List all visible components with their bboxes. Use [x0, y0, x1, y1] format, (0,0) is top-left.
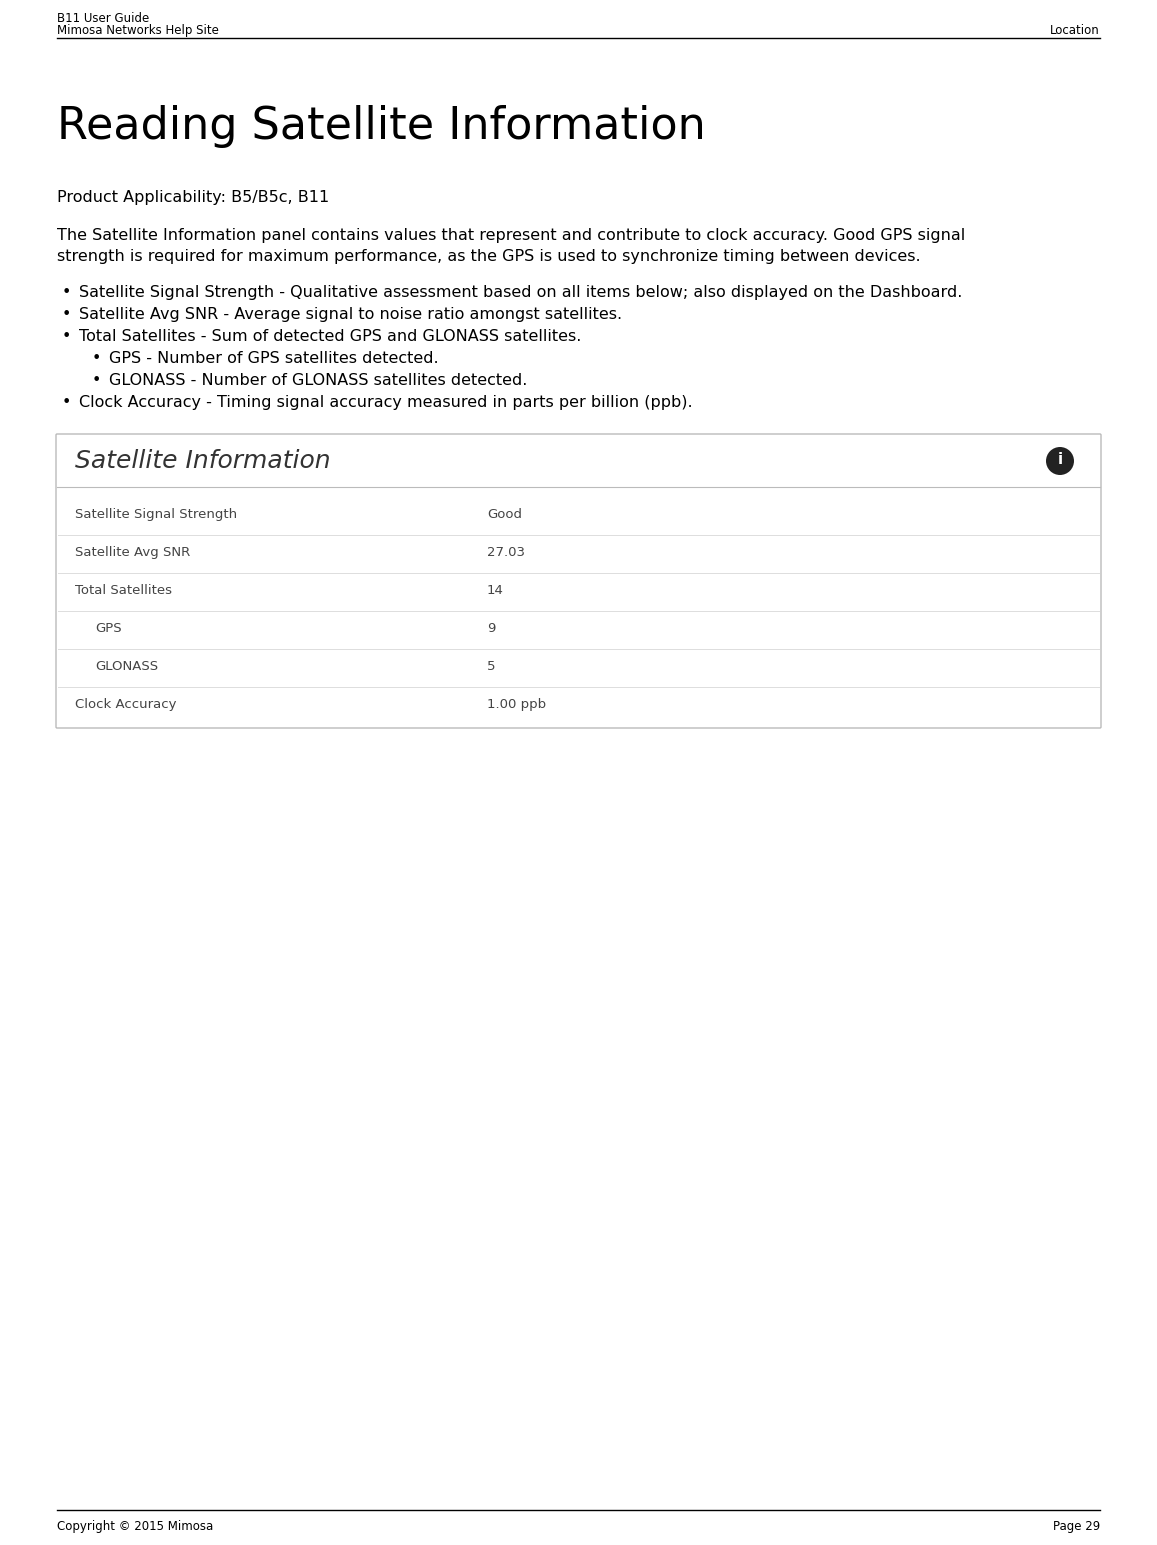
Text: Satellite Avg SNR: Satellite Avg SNR: [75, 547, 190, 559]
Text: Product Applicability: B5/B5c, B11: Product Applicability: B5/B5c, B11: [57, 190, 330, 205]
Circle shape: [1046, 447, 1074, 474]
Text: 9: 9: [487, 623, 495, 635]
Text: Total Satellites - Sum of detected GPS and GLONASS satellites.: Total Satellites - Sum of detected GPS a…: [79, 329, 581, 345]
Text: GLONASS - Number of GLONASS satellites detected.: GLONASS - Number of GLONASS satellites d…: [109, 372, 528, 388]
Text: •: •: [93, 372, 102, 388]
Text: •: •: [62, 396, 72, 409]
Text: Clock Accuracy: Clock Accuracy: [75, 698, 177, 711]
Text: •: •: [93, 351, 102, 366]
Text: Mimosa Networks Help Site: Mimosa Networks Help Site: [57, 25, 219, 37]
Text: 1.00 ppb: 1.00 ppb: [487, 698, 546, 711]
Text: Clock Accuracy - Timing signal accuracy measured in parts per billion (ppb).: Clock Accuracy - Timing signal accuracy …: [79, 396, 693, 409]
Text: Page 29: Page 29: [1053, 1520, 1100, 1533]
Text: The Satellite Information panel contains values that represent and contribute to: The Satellite Information panel contains…: [57, 229, 965, 243]
Text: Location: Location: [1051, 25, 1100, 37]
Text: Good: Good: [487, 508, 522, 521]
Text: •: •: [62, 329, 72, 345]
Text: Satellite Signal Strength: Satellite Signal Strength: [75, 508, 237, 521]
Text: Total Satellites: Total Satellites: [75, 584, 172, 598]
Text: B11 User Guide: B11 User Guide: [57, 12, 149, 25]
FancyBboxPatch shape: [56, 434, 1101, 728]
Text: GLONASS: GLONASS: [95, 660, 159, 674]
Text: 27.03: 27.03: [487, 547, 525, 559]
Text: 14: 14: [487, 584, 504, 598]
Text: Satellite Avg SNR - Average signal to noise ratio amongst satellites.: Satellite Avg SNR - Average signal to no…: [79, 307, 622, 321]
Text: strength is required for maximum performance, as the GPS is used to synchronize : strength is required for maximum perform…: [57, 249, 921, 264]
Text: GPS - Number of GPS satellites detected.: GPS - Number of GPS satellites detected.: [109, 351, 439, 366]
Text: Satellite Information: Satellite Information: [75, 450, 331, 473]
Text: Reading Satellite Information: Reading Satellite Information: [57, 105, 706, 148]
Text: Satellite Signal Strength - Qualitative assessment based on all items below; als: Satellite Signal Strength - Qualitative …: [79, 284, 963, 300]
Text: Copyright © 2015 Mimosa: Copyright © 2015 Mimosa: [57, 1520, 213, 1533]
Text: 5: 5: [487, 660, 495, 674]
Text: •: •: [62, 307, 72, 321]
Text: i: i: [1057, 453, 1062, 468]
Text: GPS: GPS: [95, 623, 121, 635]
Text: •: •: [62, 284, 72, 300]
